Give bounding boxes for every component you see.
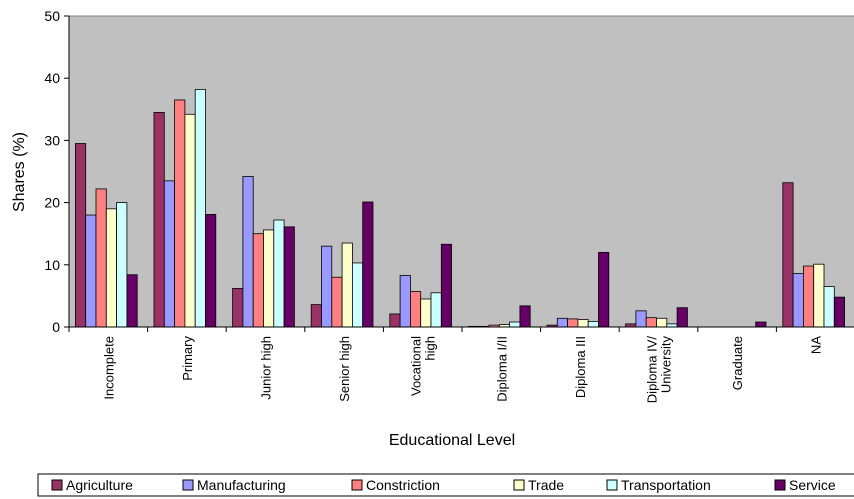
bar-manufacturing-4 (399, 274, 411, 328)
x-category-label: Vocationalhigh (409, 336, 438, 396)
bar-agriculture-1 (153, 112, 165, 328)
bar-constriction-2 (252, 233, 264, 328)
x-category-line: Diploma III (573, 336, 588, 398)
x-category-line: high (423, 336, 438, 361)
bar-constriction-6 (567, 318, 579, 328)
x-category-line: Vocational (409, 336, 424, 396)
x-category-label: Diploma IV/University (645, 336, 674, 404)
x-category-label: Junior high (259, 336, 274, 400)
x-category-line: Graduate (730, 336, 745, 390)
bar-trade-3 (341, 242, 353, 328)
x-category-line: Incomplete (101, 336, 116, 400)
bar-trade-6 (577, 319, 589, 328)
bar-constriction-9 (803, 265, 815, 328)
x-category-line: Diploma IV/ (645, 336, 660, 404)
bar-service-7 (676, 307, 688, 328)
legend-label-agriculture: Agriculture (66, 477, 133, 493)
bar-manufacturing-3 (321, 245, 333, 328)
bar-constriction-1 (174, 99, 186, 328)
legend-swatch-agriculture (51, 479, 63, 491)
y-tick-label: 20 (44, 195, 60, 211)
legend-label-transportation: Transportation (621, 477, 711, 493)
bar-trade-9 (813, 263, 825, 328)
legend: Agriculture Manufacturing Constriction Trad… (37, 473, 854, 497)
legend-label-trade: Trade (528, 477, 564, 493)
x-category-label: NA (809, 336, 824, 354)
y-tick-label: 0 (52, 319, 60, 335)
bar-service-4 (440, 243, 452, 328)
bar-service-3 (362, 201, 374, 328)
bar-agriculture-9 (782, 182, 794, 328)
legend-box (37, 473, 854, 497)
x-category-label: Incomplete (101, 336, 116, 400)
y-tick-label: 30 (44, 132, 60, 148)
x-category-line: Senior high (337, 336, 352, 402)
legend-swatch-transportation (606, 479, 618, 491)
x-category-label: Primary (180, 336, 195, 381)
x-category-label: Senior high (337, 336, 352, 402)
bar-service-8 (755, 321, 767, 328)
bar-agriculture-0 (75, 143, 87, 328)
bar-manufacturing-1 (163, 180, 176, 328)
x-category-label: Graduate (730, 336, 745, 390)
x-axis: Incomplete Primary Junior high Senior high V… (68, 326, 854, 404)
bar-transportation-3 (351, 262, 364, 328)
legend-label-manufacturing: Manufacturing (197, 477, 286, 493)
bar-service-0 (126, 274, 138, 328)
legend-swatch-service (774, 479, 786, 491)
legend-label-constriction: Constriction (366, 477, 440, 493)
bar-transportation-5 (509, 321, 521, 328)
bar-manufacturing-7 (635, 310, 647, 328)
bar-constriction-7 (645, 317, 657, 328)
y-axis-title: Shares (%) (11, 132, 28, 212)
bar-constriction-4 (409, 291, 422, 328)
bar-transportation-1 (194, 89, 206, 328)
bar-manufacturing-2 (242, 176, 254, 328)
bar-transportation-6 (587, 320, 599, 328)
bar-trade-1 (184, 113, 196, 328)
x-category-line: Junior high (259, 336, 274, 400)
bar-transportation-9 (823, 286, 835, 328)
bar-transportation-0 (116, 202, 128, 328)
bar-agriculture-3 (310, 304, 322, 328)
bar-trade-0 (105, 208, 118, 328)
bar-manufacturing-6 (556, 317, 568, 328)
bar-trade-7 (656, 317, 668, 328)
bar-trade-2 (263, 229, 275, 328)
bar-manufacturing-9 (792, 273, 804, 328)
y-tick-label: 10 (44, 257, 60, 273)
bar-service-2 (283, 226, 295, 328)
legend-label-service: Service (789, 477, 836, 493)
bar-service-6 (598, 251, 610, 328)
legend-swatch-manufacturing (182, 479, 194, 491)
bar-agriculture-2 (232, 288, 244, 328)
bar-constriction-3 (331, 276, 343, 328)
x-axis-title: Educational Level (389, 432, 515, 449)
bar-agriculture-4 (389, 313, 401, 328)
x-category-line: NA (809, 336, 824, 354)
bar-transportation-4 (430, 292, 442, 328)
bar-manufacturing-0 (85, 214, 97, 328)
x-category-line: University (659, 336, 674, 394)
x-category-line: Primary (180, 336, 195, 381)
x-category-label: Diploma I/II (494, 336, 509, 402)
bar-constriction-0 (95, 188, 107, 328)
y-tick-label: 40 (44, 70, 60, 86)
bar-service-9 (833, 296, 845, 328)
bar-service-1 (205, 214, 217, 328)
x-category-line: Diploma I/II (494, 336, 509, 402)
bar-transportation-2 (273, 219, 285, 328)
bar-service-5 (519, 305, 531, 328)
y-axis: 0 10 20 30 40 50 (44, 8, 70, 335)
y-tick-label: 50 (44, 8, 60, 24)
x-category-label: Diploma III (573, 336, 588, 398)
legend-swatch-trade (513, 479, 525, 491)
bar-trade-4 (420, 298, 432, 328)
legend-swatch-constriction (351, 479, 363, 491)
bars-group (75, 89, 845, 328)
